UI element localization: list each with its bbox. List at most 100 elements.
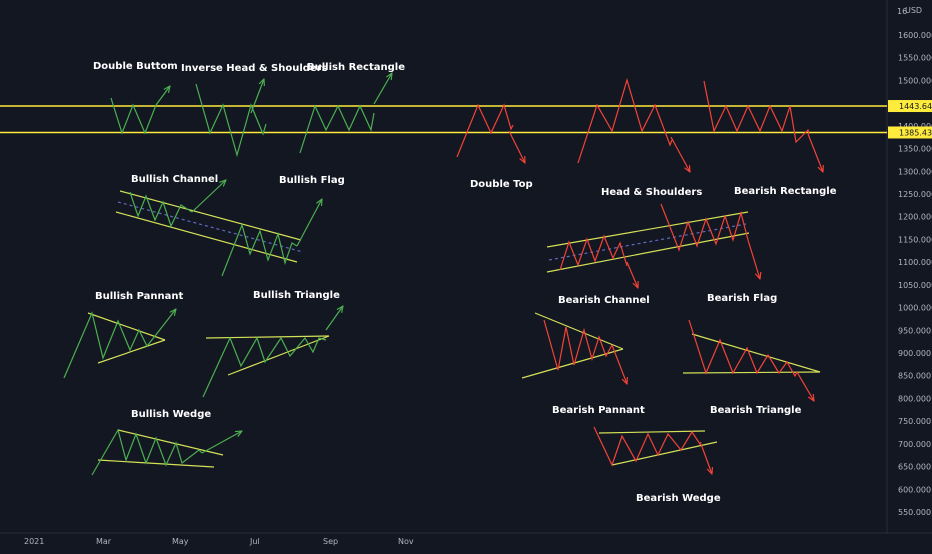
bearish-wedge-upper xyxy=(598,430,706,434)
y-tick-label: 850.000 xyxy=(898,372,931,381)
label-bearish-triangle: Bearish Triangle xyxy=(710,405,802,416)
bullish-channel-mid xyxy=(117,201,304,253)
bullish-pannant-path xyxy=(63,311,156,379)
y-tick-label: 650.000 xyxy=(898,463,931,472)
inverse-hs-path xyxy=(195,83,267,158)
label-double-buttom: Double Buttom xyxy=(93,61,178,72)
label-bullish-pannant: Bullish Pannant xyxy=(95,291,183,302)
inverse-hs-arrow xyxy=(250,79,264,114)
bullish-triangle-bottom xyxy=(227,335,330,376)
bullish-rectangle-path xyxy=(299,104,375,154)
x-tick-label: May xyxy=(172,537,189,546)
bearish-wedge-arrow xyxy=(700,443,712,474)
price-tag-label: 1385.436 xyxy=(899,128,932,137)
y-tick-label: 1050.000 xyxy=(898,281,932,290)
bearish-triangle-upper xyxy=(691,333,821,373)
double-bottom-path xyxy=(110,97,157,135)
bearish-wedge-path xyxy=(593,426,702,467)
price-tag xyxy=(888,100,932,113)
head-shoulders-path xyxy=(577,77,673,164)
x-tick-label: 2021 xyxy=(24,537,44,546)
y-tick-label: 800.000 xyxy=(898,394,931,403)
bearish-flag-arrow xyxy=(747,239,760,279)
label-bullish-triangle: Bullish Triangle xyxy=(253,290,340,301)
y-tick-label: 1100.000 xyxy=(898,258,932,267)
label-bullish-rectangle: Bullish Rectangle xyxy=(307,62,405,73)
y-tick-label: 1150.000 xyxy=(898,235,932,244)
bullish-wedge-path xyxy=(91,428,203,476)
bullish-flag-arrow xyxy=(296,199,322,247)
horizontal-levels: 1443.640 1385.436 xyxy=(0,100,932,139)
bearish-channel-upper xyxy=(546,211,749,248)
bullish-wedge-arrow xyxy=(201,431,242,454)
y-tick-label: 600.000 xyxy=(898,485,931,494)
bearish-patterns xyxy=(456,77,823,474)
y-tick-label: 1600.000 xyxy=(898,31,932,40)
bullish-pannant-upper xyxy=(87,312,166,341)
label-head-shoulders: Head & Shoulders xyxy=(601,187,702,198)
bearish-rectangle-path xyxy=(703,80,810,144)
bearish-channel-lower xyxy=(546,232,750,273)
y-tick-label: 750.000 xyxy=(898,417,931,426)
bearish-pannant-arrow xyxy=(611,344,627,384)
double-top-path xyxy=(456,103,514,158)
axis-top-label: 16 xyxy=(897,7,907,16)
bearish-channel-arrow xyxy=(626,261,638,288)
currency-label: USD xyxy=(905,6,922,15)
bullish-flag-path xyxy=(221,223,298,277)
double-bottom-arrow xyxy=(155,86,170,106)
bullish-pannant-lower xyxy=(97,339,166,364)
y-tick-label: 900.000 xyxy=(898,349,931,358)
y-tick-label: 1300.000 xyxy=(898,167,932,176)
label-bullish-wedge: Bullish Wedge xyxy=(131,409,211,420)
bullish-triangle-arrow xyxy=(325,306,343,331)
y-tick-label: 1350.000 xyxy=(898,145,932,154)
label-double-top: Double Top xyxy=(470,179,533,190)
y-tick-label: 1200.000 xyxy=(898,213,932,222)
label-bearish-flag: Bearish Flag xyxy=(707,293,777,304)
bullish-pannant-arrow xyxy=(154,309,176,337)
x-tick-label: Nov xyxy=(398,537,414,546)
y-tick-label: 550.000 xyxy=(898,508,931,517)
bearish-pannant-path xyxy=(543,319,613,371)
y-tick-label: 1000.000 xyxy=(898,304,932,313)
head-shoulders-arrow xyxy=(670,136,690,172)
x-tick-label: Sep xyxy=(323,537,338,546)
bearish-triangle-path xyxy=(688,319,798,378)
bullish-patterns xyxy=(63,73,392,476)
label-bearish-rectangle: Bearish Rectangle xyxy=(734,186,837,197)
bearish-flag-path xyxy=(660,203,749,252)
price-tag-label: 1443.640 xyxy=(899,102,932,111)
bullish-wedge-lower xyxy=(97,459,215,468)
bullish-channel-path xyxy=(129,191,193,228)
bearish-pannant-lower xyxy=(521,348,624,379)
label-bullish-flag: Bullish Flag xyxy=(279,175,345,186)
bearish-wedge-lower xyxy=(611,441,718,466)
bearish-rectangle-arrow xyxy=(807,133,823,172)
y-tick-label: 1500.000 xyxy=(898,76,932,85)
y-tick-label: 1400.000 xyxy=(898,122,932,131)
bearish-channel-path xyxy=(559,234,628,271)
x-tick-label: Jul xyxy=(249,537,260,546)
label-bearish-channel: Bearish Channel xyxy=(558,295,650,306)
y-tick-label: 950.000 xyxy=(898,326,931,335)
label-bearish-pannant: Bearish Pannant xyxy=(552,405,645,416)
bullish-triangle-top xyxy=(205,335,330,339)
time-axis[interactable]: 2021 Mar May Jul Sep Nov xyxy=(24,537,414,546)
bullish-channel-arrow xyxy=(191,180,226,213)
bullish-triangle-path xyxy=(202,336,327,398)
price-tag xyxy=(888,126,932,139)
double-top-arrow xyxy=(508,130,525,163)
label-bearish-wedge: Bearish Wedge xyxy=(636,493,721,504)
y-tick-label: 1550.000 xyxy=(898,54,932,63)
bullish-rectangle-arrow xyxy=(373,73,392,105)
bearish-triangle-arrow xyxy=(796,371,814,401)
label-bullish-channel: Bullish Channel xyxy=(131,174,218,185)
x-tick-label: Mar xyxy=(96,537,112,546)
pattern-labels: Double Buttom Inverse Head & Shoulders B… xyxy=(93,61,837,504)
y-tick-label: 1250.000 xyxy=(898,190,932,199)
bearish-pannant-upper xyxy=(534,312,624,350)
